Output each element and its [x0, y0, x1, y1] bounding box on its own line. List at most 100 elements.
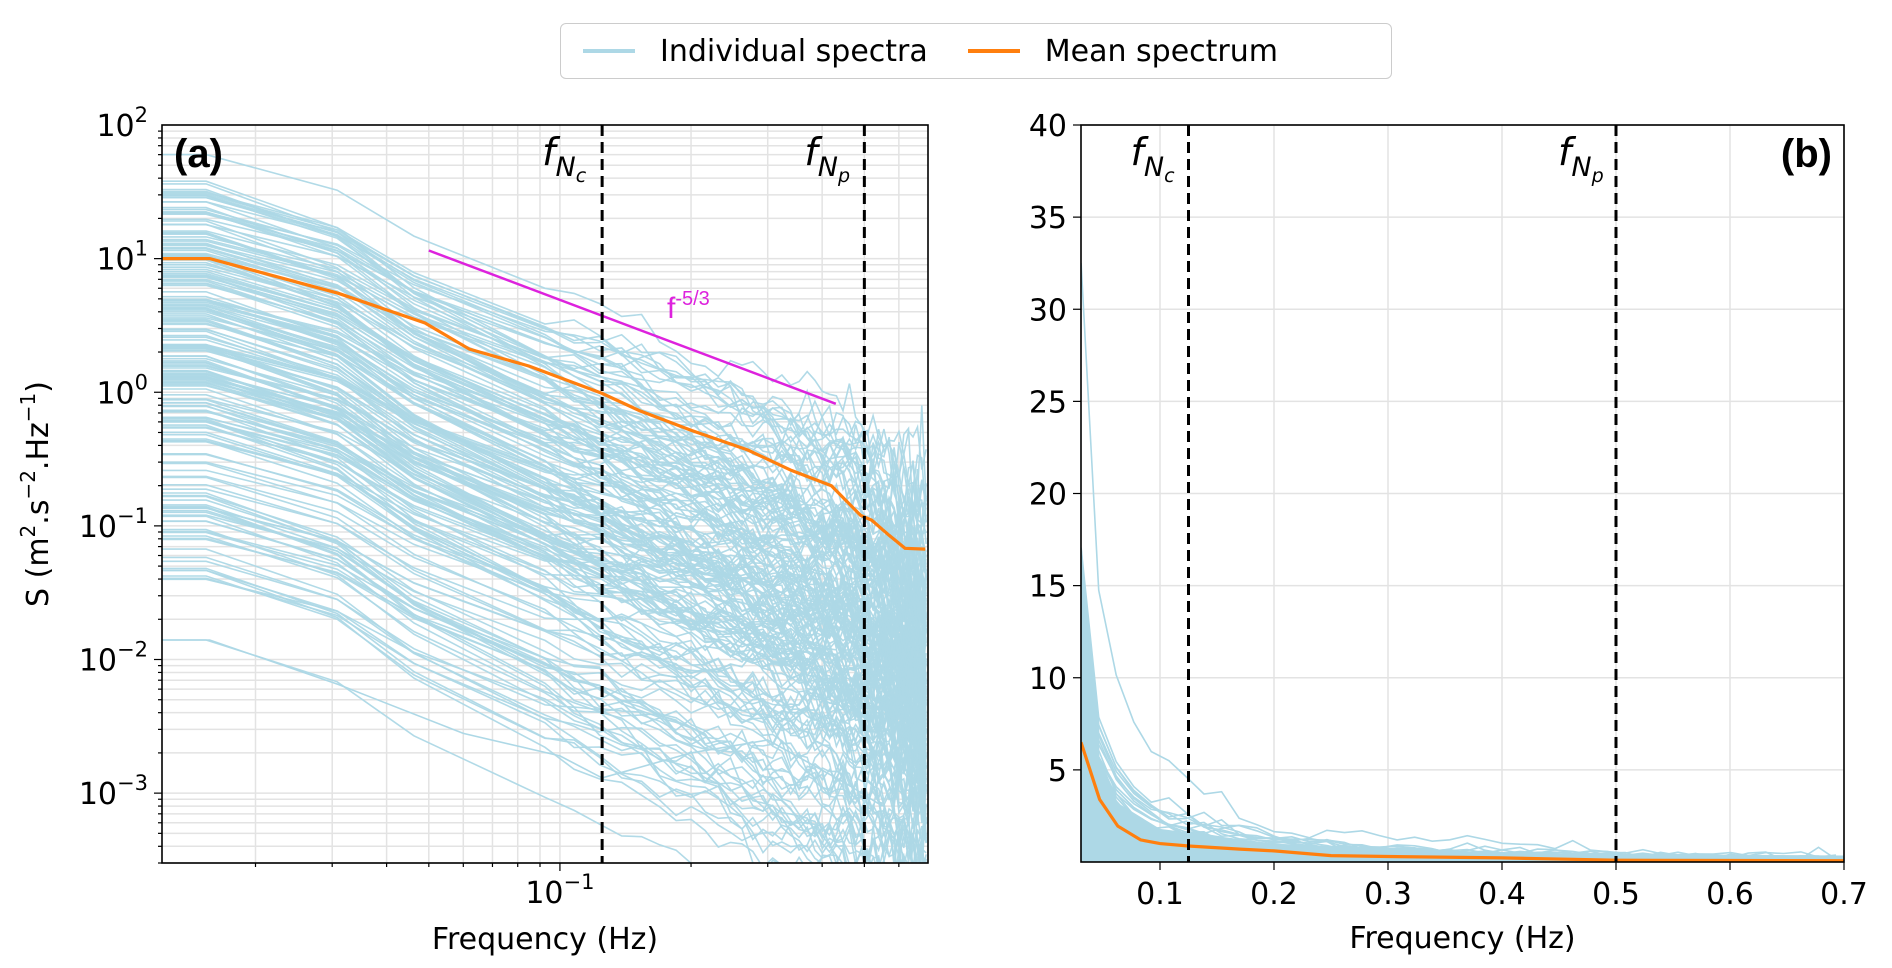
vline-label-fnp: fNp	[1558, 130, 1604, 187]
vline-label-subsub: p	[1591, 165, 1604, 187]
y-tick-label: 101	[96, 237, 148, 278]
individual-spectrum-line	[1081, 263, 1837, 858]
reference-slope-line	[428, 249, 837, 405]
individual-spectrum-line	[162, 418, 927, 844]
individual-spectrum-line	[162, 369, 927, 751]
panel-tag-b: (b)	[1781, 132, 1832, 176]
individual-spectrum-line	[162, 236, 927, 534]
individual-spectrum-line	[162, 556, 901, 863]
individual-spectrum-line	[162, 375, 927, 725]
legend-label-mean: Mean spectrum	[1044, 33, 1278, 69]
y-tick-label: 10	[1029, 662, 1067, 697]
individual-spectrum-line	[162, 639, 693, 863]
grid-b	[1081, 124, 1845, 862]
individual-spectrum-line	[162, 254, 927, 564]
individual-spectrum-line	[162, 299, 927, 695]
spectra-density-fill	[1081, 604, 1844, 862]
individual-spectrum-line	[162, 244, 927, 556]
individual-spectrum-line	[1081, 625, 1837, 862]
y-tick-label-base: 10	[96, 243, 134, 278]
y-tick-label-exp: −2	[117, 638, 148, 662]
individual-spectrum-line	[162, 461, 927, 773]
individual-spectrum-line	[162, 575, 834, 863]
individual-spectrum-line	[162, 505, 858, 863]
individual-spectrum-line	[162, 424, 927, 843]
individual-spectrum-line	[162, 578, 927, 863]
individual-spectrum-line	[162, 380, 927, 714]
y-axis-title-part: −1	[16, 393, 40, 422]
y-tick-label-base: 10	[96, 109, 134, 144]
vline-label-sub: N	[556, 152, 576, 183]
y-axis-title-a: S (m2.s−2.Hz−1)	[16, 381, 56, 607]
y-tick-label: 40	[1029, 109, 1067, 144]
x-tick-label: 0.1	[1136, 877, 1184, 912]
vline-label-subsub: c	[576, 165, 587, 187]
individual-spectrum-line	[162, 475, 927, 778]
y-tick-label: 10−2	[79, 638, 148, 679]
y-axis-title-part: )	[21, 381, 56, 393]
panel-b: 0.1 0.2 0.3 0.4 0.5 0.6 0.7 5 10 15 20 25 30 35 40 fNc f…	[1029, 109, 1868, 956]
x-tick-label-base: 10	[525, 876, 563, 911]
y-tick-label-exp: −3	[117, 771, 148, 795]
vline-label-sub: N	[818, 152, 838, 183]
individual-spectrum-line	[162, 345, 927, 658]
individual-spectrum-line	[162, 416, 927, 781]
individual-spectrum-line	[162, 320, 927, 717]
individual-spectrum-line	[162, 569, 847, 863]
lowest-spectrum-line	[162, 639, 883, 807]
individual-spectrum-line	[162, 506, 881, 863]
y-tick-label: 10−3	[79, 771, 148, 812]
y-tick-label: 25	[1029, 385, 1067, 420]
individual-spectrum-line	[162, 520, 927, 863]
reference-slope-label: f-5/3	[667, 288, 710, 325]
individual-spectrum-line	[162, 382, 927, 767]
y-axis-title-part: .Hz	[21, 422, 56, 470]
individual-spectrum-line	[162, 242, 927, 656]
y-axis-title-part: S (m	[21, 537, 56, 607]
y-tick-label: 20	[1029, 478, 1067, 513]
panel-tag-a: (a)	[174, 132, 223, 176]
axes-frame-a	[161, 124, 929, 864]
individual-spectrum-line	[162, 567, 839, 863]
legend: Individual spectra Mean spectrum	[560, 23, 1392, 79]
reference-slope-label-base: f	[667, 292, 676, 325]
y-tick-label: 30	[1029, 293, 1067, 328]
individual-spectrum-line	[162, 569, 804, 863]
individual-spectrum-line	[162, 249, 927, 682]
y-tick-label: 100	[96, 370, 148, 411]
individual-spectrum-line	[162, 494, 925, 863]
individual-spectrum-line	[1081, 629, 1837, 862]
y-tick-label: 35	[1029, 201, 1067, 236]
vline-label-subsub: p	[837, 165, 850, 187]
individual-spectrum-line	[162, 180, 927, 566]
y-tick-label: 10−1	[79, 504, 148, 545]
individual-spectrum-line	[162, 223, 927, 519]
x-axis-title-b: Frequency (Hz)	[1349, 921, 1575, 956]
individual-spectra-a	[162, 153, 927, 863]
individual-spectrum-line	[162, 153, 927, 470]
x-tick-label: 0.2	[1250, 877, 1298, 912]
y-tick-label: 15	[1029, 570, 1067, 605]
individual-spectrum-line	[162, 515, 900, 863]
mean-spectrum-line	[1081, 741, 1844, 862]
legend-label-individual: Individual spectra	[660, 33, 928, 69]
individual-spectrum-line	[1081, 640, 1837, 862]
individual-spectrum-line	[162, 317, 927, 656]
individual-spectrum-line	[162, 431, 927, 826]
individual-spectrum-line	[162, 507, 927, 823]
axes-frame-b	[1080, 124, 1845, 863]
individual-spectrum-line	[162, 495, 901, 863]
y-tick-label-exp: 1	[135, 237, 148, 261]
vline-label-sub: N	[1571, 152, 1591, 183]
individual-spectrum-line	[1081, 573, 1837, 862]
individual-spectrum-line	[162, 264, 927, 608]
x-axis-title-a: Frequency (Hz)	[432, 922, 658, 957]
x-tick-label: 10−1	[525, 870, 594, 911]
x-tick-label: 0.5	[1592, 877, 1640, 912]
y-tick-label-base: 10	[79, 510, 117, 545]
legend-swatch-individual	[583, 49, 635, 53]
y-tick-label-base: 10	[96, 376, 134, 411]
x-tick-label-exp: −1	[564, 870, 595, 894]
y-tick-label: 102	[96, 103, 148, 144]
individual-spectrum-line	[162, 261, 927, 676]
